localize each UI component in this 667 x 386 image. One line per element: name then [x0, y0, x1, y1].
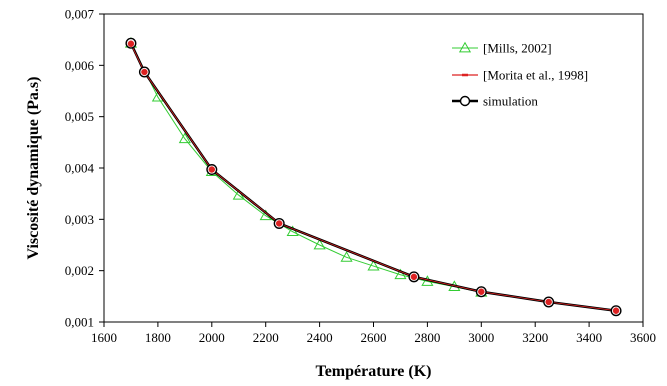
x-tick-label: 2400 — [307, 330, 333, 345]
data-point-mills-2002 — [313, 238, 326, 250]
y-tick-label: 0,007 — [65, 7, 95, 22]
x-tick-label: 3000 — [468, 330, 494, 345]
x-tick-label: 2000 — [199, 330, 225, 345]
legend-label-simulation: simulation — [483, 94, 538, 109]
data-point-mills-2002 — [340, 251, 353, 262]
legend-label-morita-1998: [Morita et al., 1998] — [483, 68, 588, 83]
axes: 1600 1800 2000 2200 2400 2600 2800 3000 3200 3400… — [65, 7, 656, 346]
plot-area — [103, 13, 644, 323]
data-point-morita-1998 — [410, 273, 418, 281]
series-line-mills-2002 — [130, 43, 482, 293]
legend-marker-mills-2002 — [458, 41, 472, 53]
data-point-mills-2002 — [367, 259, 380, 271]
data-point-mills-2002 — [394, 268, 407, 280]
x-tick-label: 3600 — [630, 330, 656, 345]
data-point-morita-1998 — [208, 166, 216, 173]
y-tick-label: 0,003 — [65, 212, 94, 227]
x-tick-label: 2800 — [414, 330, 440, 345]
series-layer — [124, 37, 622, 317]
x-tick-label: 2200 — [253, 330, 279, 345]
data-point-morita-1998 — [127, 40, 135, 48]
legend-label-mills-2002: [Mills, 2002] — [483, 41, 552, 56]
series-line-morita-1998 — [130, 43, 617, 312]
legend: [Mills, 2002] [Morita et al., 1998] simula… — [452, 41, 588, 109]
x-tick-label: 3400 — [576, 330, 602, 345]
plot-frame — [103, 13, 644, 323]
x-tick-label: 1800 — [145, 330, 171, 345]
data-point-morita-1998 — [275, 220, 283, 227]
legend-marker-simulation — [459, 95, 471, 107]
y-tick-label: 0,004 — [65, 161, 95, 176]
data-point-mills-2002 — [178, 132, 191, 144]
data-point-morita-1998 — [545, 298, 552, 306]
y-tick-label: 0,001 — [65, 315, 94, 330]
x-tick-label: 2600 — [361, 330, 387, 345]
x-axis-title: Température (K) — [316, 363, 432, 380]
data-point-morita-1998 — [478, 288, 485, 295]
y-tick-label: 0,005 — [65, 109, 94, 124]
y-tick-label: 0,006 — [65, 58, 95, 73]
x-tick-label: 1600 — [91, 330, 117, 345]
y-axis-title: Viscosité dynamique (Pa.s) — [25, 77, 42, 260]
y-tick-label: 0,002 — [65, 263, 94, 278]
x-tick-label: 3200 — [522, 330, 548, 345]
data-point-morita-1998 — [612, 307, 620, 314]
data-point-morita-1998 — [141, 68, 148, 76]
